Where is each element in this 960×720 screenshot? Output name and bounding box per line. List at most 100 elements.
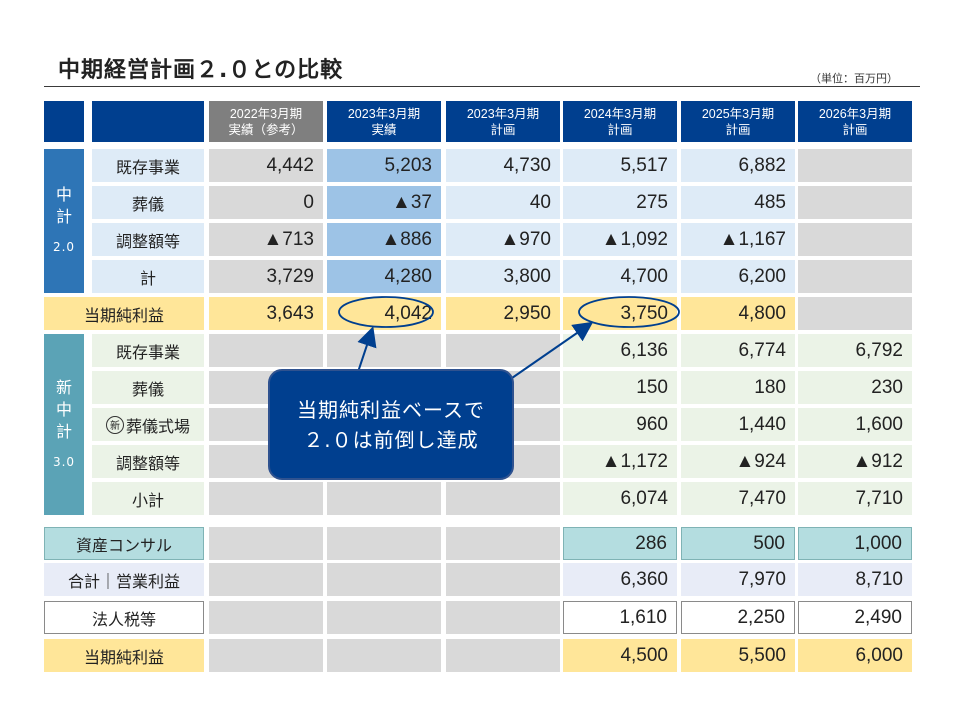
group-label-char: 中 [55,399,72,419]
page-title: 中期経営計画２.０との比較 [58,58,344,83]
table-cell: 4,280 [327,260,441,293]
column-header-type: 計画 [607,122,633,137]
table-cell [327,334,441,367]
table-cell: 5,203 [327,149,441,182]
table-cell: 485 [681,186,795,219]
table-cell: 7,710 [798,482,912,515]
table-cell: 40 [446,186,560,219]
column-header: 2022年3月期 実績（参考） [209,101,323,142]
table-cell [798,149,912,182]
table-cell: 286 [563,527,677,560]
column-header: 2025年3月期 計画 [681,101,795,142]
row-label: 既存事業 [92,334,204,367]
table-cell: 4,700 [563,260,677,293]
table-cell: 6,774 [681,334,795,367]
row-label-text: 葬儀 [131,379,164,399]
group-label-char: 新 [55,377,72,397]
table-cell: ▲37 [327,186,441,219]
table-cell [446,482,560,515]
table-cell: 2,250 [681,601,795,634]
table-cell: 1,440 [681,408,795,441]
table-cell: ▲1,172 [563,445,677,478]
table-cell: ▲1,092 [563,223,677,256]
table-cell [446,563,560,596]
group-label-char: 3.0 [52,454,76,469]
table-cell [209,639,323,672]
column-header: 2026年3月期 計画 [798,101,912,142]
table-cell [327,527,441,560]
row-label-text: 小計 [131,490,164,510]
table-cell: 3,643 [209,297,323,330]
table-cell [446,334,560,367]
table-cell [798,260,912,293]
table-cell: 6,000 [798,639,912,672]
header-corner-label [92,101,204,142]
table-cell: ▲713 [209,223,323,256]
column-header-type: 実績 [371,122,397,137]
table-cell [798,186,912,219]
group-label-char: 2.0 [52,240,76,254]
row-label: 法人税等 [44,601,204,634]
row-label: 当期純利益 [44,639,204,672]
row-label-text: 葬儀 [131,194,164,214]
table-cell: 6,074 [563,482,677,515]
unit-note: （単位：百万円） [810,72,898,85]
table-cell: 3,800 [446,260,560,293]
row-label: 調整額等 [92,223,204,256]
row-label: 葬儀 [92,186,204,219]
column-header-period: 2026年3月期 [818,106,892,121]
table-cell: 5,517 [563,149,677,182]
row-label: 計 [92,260,204,293]
callout-arrow-right [511,321,594,379]
table-cell [209,601,323,634]
table-cell: 5,500 [681,639,795,672]
title-divider [44,86,920,87]
row-label-text: 調整額等 [115,453,180,473]
column-header-period: 2022年3月期 [229,106,303,121]
new-badge-icon: 新 [105,415,124,434]
table-cell [209,563,323,596]
callout-arrow-left [357,326,377,373]
highlight-ellipse-2024 [578,296,680,328]
table-cell: 8,710 [798,563,912,596]
table-cell: 1,000 [798,527,912,560]
callout-box: 当期純利益ベースで ２.０は前倒し達成 [268,369,514,480]
table-cell: 6,360 [563,563,677,596]
table-cell: ▲970 [446,223,560,256]
table-cell [327,601,441,634]
table-cell [327,563,441,596]
row-label: 既存事業 [92,149,204,182]
column-header-period: 2023年3月期 [466,106,540,121]
row-label-text: 法人税等 [91,609,156,629]
table-cell: 1,600 [798,408,912,441]
table-cell: ▲1,167 [681,223,795,256]
table-cell [209,527,323,560]
column-header-type: 計画 [490,122,516,137]
callout-line-2: ２.０は前倒し達成 [303,427,479,452]
table-cell: ▲924 [681,445,795,478]
row-label-text: 葬儀式場 [125,416,190,436]
table-cell: 4,730 [446,149,560,182]
group-label-shinchukei-3: 新中計 3.0 [44,334,84,515]
row-label: 小計 [92,482,204,515]
row-label-text: 既存事業 [115,342,180,362]
table-cell [446,639,560,672]
header-corner-left [44,101,84,142]
row-label: 合計｜営業利益 [44,563,204,596]
row-label-text: 合計｜営業利益 [67,571,180,591]
table-cell: 2,950 [446,297,560,330]
column-header: 2023年3月期 実績 [327,101,441,142]
column-header-type: 計画 [842,122,868,137]
group-label-char: 中 [55,185,72,204]
column-header-type: 計画 [725,122,751,137]
table-cell: 960 [563,408,677,441]
table-cell: 7,970 [681,563,795,596]
table-cell [327,639,441,672]
table-cell [798,223,912,256]
row-label: 新葬儀式場 [92,408,204,441]
column-header-type: 実績（参考） [228,122,304,137]
row-label: 調整額等 [92,445,204,478]
row-label-text: 既存事業 [115,157,180,177]
row-label-text: 調整額等 [115,231,180,251]
